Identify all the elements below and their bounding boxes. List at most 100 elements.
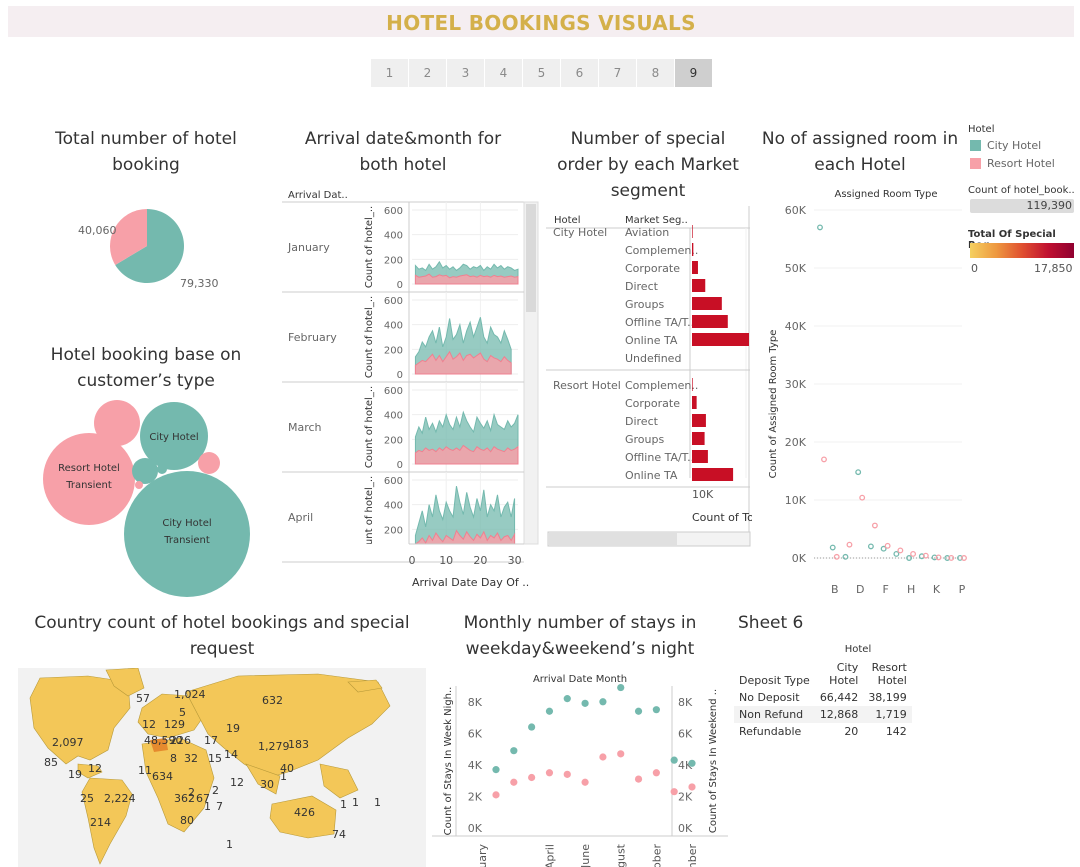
map-label-8: 17	[204, 734, 218, 747]
table-cell: 12,868	[819, 708, 859, 721]
map-label-5: 129	[164, 718, 185, 731]
map-label-16: 11	[138, 764, 152, 777]
page-button-9[interactable]: 9	[675, 59, 712, 87]
page-button-8[interactable]: 8	[637, 59, 674, 87]
bubble-3	[94, 400, 140, 446]
page-button-1[interactable]: 1	[371, 59, 408, 87]
bar-0-6	[692, 333, 749, 346]
map-region-5	[141, 737, 215, 833]
table-row-label: Non Refund	[739, 708, 804, 721]
pie-title: Total number of hotel booking	[55, 129, 237, 175]
area-row-january: January Count of hotel_.. 600 400 200 0	[287, 202, 519, 292]
stays-ylabel-left: Count of Stays In Week Nigh..	[443, 687, 454, 836]
map-title: Country count of hotel bookings and spec…	[34, 613, 410, 659]
area-resort-series	[414, 444, 519, 465]
bubble-7	[135, 481, 143, 489]
scatter-title: Assigned Room Type	[834, 189, 937, 200]
assigned-room-scatter: Assigned Room Type 60K 50K 40K 30K 20K 10K 0K Co…	[768, 189, 967, 596]
map-label-22: 40	[280, 762, 294, 775]
map-label-23: 1	[280, 770, 287, 783]
stays-ytick-left: 8K	[468, 696, 483, 709]
page-button-3[interactable]: 3	[447, 59, 484, 87]
scatter-point-resort-C	[846, 541, 853, 548]
area-ytick: 200	[384, 345, 403, 356]
area-ytick: 0	[397, 280, 403, 291]
map-label-1: 1,024	[174, 688, 206, 701]
bubble-6	[157, 464, 167, 474]
map-label-6: 48,590	[144, 734, 183, 747]
map-region-9	[269, 795, 337, 839]
scatter-point-city-G	[893, 550, 900, 557]
bars-title: Number of special order by each Market s…	[557, 129, 739, 201]
area-resort-series	[414, 529, 516, 544]
page-button-5[interactable]: 5	[523, 59, 560, 87]
scatter-ytick: 40K	[785, 320, 807, 333]
table-row-header: Deposit Type	[739, 674, 810, 687]
stays-weekend-point-1	[510, 778, 518, 786]
stays-xtick: April	[543, 844, 556, 867]
map-label-37: 1	[340, 798, 347, 811]
page-button-4[interactable]: 4	[485, 59, 522, 87]
page-button-7[interactable]: 7	[599, 59, 636, 87]
area-ylabel: Count of hotel_..	[364, 206, 375, 288]
bar-segment-label: Offline TA/T..	[625, 316, 694, 329]
page-button-6[interactable]: 6	[561, 59, 598, 87]
area-ytick: 200	[384, 435, 403, 446]
bar-segment-label: Corporate	[625, 397, 680, 410]
bubble-4	[132, 458, 158, 484]
stays-weekday-point-8	[634, 707, 643, 715]
stays-weekday-point-7	[617, 683, 625, 692]
bar-segment-label: Complemen..	[625, 244, 698, 257]
map-label-3: 5	[179, 706, 186, 719]
map-label-9: 19	[226, 722, 240, 735]
scatter-point-resort-K	[935, 554, 942, 561]
area-xlabel: Arrival Date Day Of ..	[412, 576, 529, 589]
stays-ytick-right: 2K	[678, 790, 693, 803]
table-cell: 1,719	[875, 708, 907, 721]
page-button-2[interactable]: 2	[409, 59, 446, 87]
map-label-40: 74	[332, 828, 346, 841]
bar-segment-label: Groups	[625, 433, 664, 446]
stays-weekend-point-7	[617, 750, 625, 758]
scatter-xtick: B	[831, 583, 839, 596]
bar-1-0	[692, 378, 693, 391]
map-label-19: 32	[184, 752, 198, 765]
table-row-label: No Deposit	[739, 691, 800, 704]
map-label-41: 1	[226, 838, 233, 851]
area-row-april: April Count of hotel_.. 600 400 200 0	[288, 472, 518, 544]
stays-ytick-left: 2K	[468, 790, 483, 803]
stays-weekend-point-8	[634, 775, 643, 783]
bar-xtick: 10K	[692, 488, 714, 501]
map-label-20: 15	[208, 752, 222, 765]
map-label-12: 2,097	[52, 736, 84, 749]
bar-hotel-label: Resort Hotel	[553, 379, 621, 392]
table-cell: 38,199	[868, 691, 907, 704]
scatter-ytick: 30K	[785, 378, 807, 391]
map-label-14: 19	[68, 768, 82, 781]
map-label-39: 1	[374, 796, 381, 809]
bar-segment-label: Aviation	[625, 226, 669, 239]
map-region-6	[185, 673, 391, 779]
scatter-ytick: 0K	[792, 552, 807, 565]
stays-weekday-point-1	[510, 747, 518, 755]
stays-weekend-point-5	[581, 778, 589, 786]
area-ylabel: Count of hotel_..	[364, 386, 375, 468]
area-ytick: 600	[384, 386, 403, 397]
scatter-point-city-A	[817, 224, 823, 231]
stays-weekday-point-2	[528, 723, 536, 731]
area-month-label: April	[288, 511, 313, 524]
stays-weekend-point-3	[545, 769, 554, 777]
legend-resort-item[interactable]: Resort Hotel	[970, 157, 1055, 170]
stays-title: Monthly number of stays in weekday&weeke…	[463, 613, 697, 659]
legend-city-item[interactable]: City Hotel	[970, 139, 1041, 152]
map-label-34: 80	[180, 814, 194, 827]
stays-weekday-point-10	[670, 756, 678, 764]
area-row-march: March Count of hotel_.. 600 400 200 0	[288, 382, 519, 472]
map-label-35: 214	[90, 816, 111, 829]
scatter-point-resort-B	[833, 553, 840, 560]
map-label-7: 226	[170, 734, 191, 747]
map-label-13: 85	[44, 756, 58, 769]
area-ytick: 200	[384, 255, 403, 266]
stays-weekday-point-3	[545, 707, 554, 715]
